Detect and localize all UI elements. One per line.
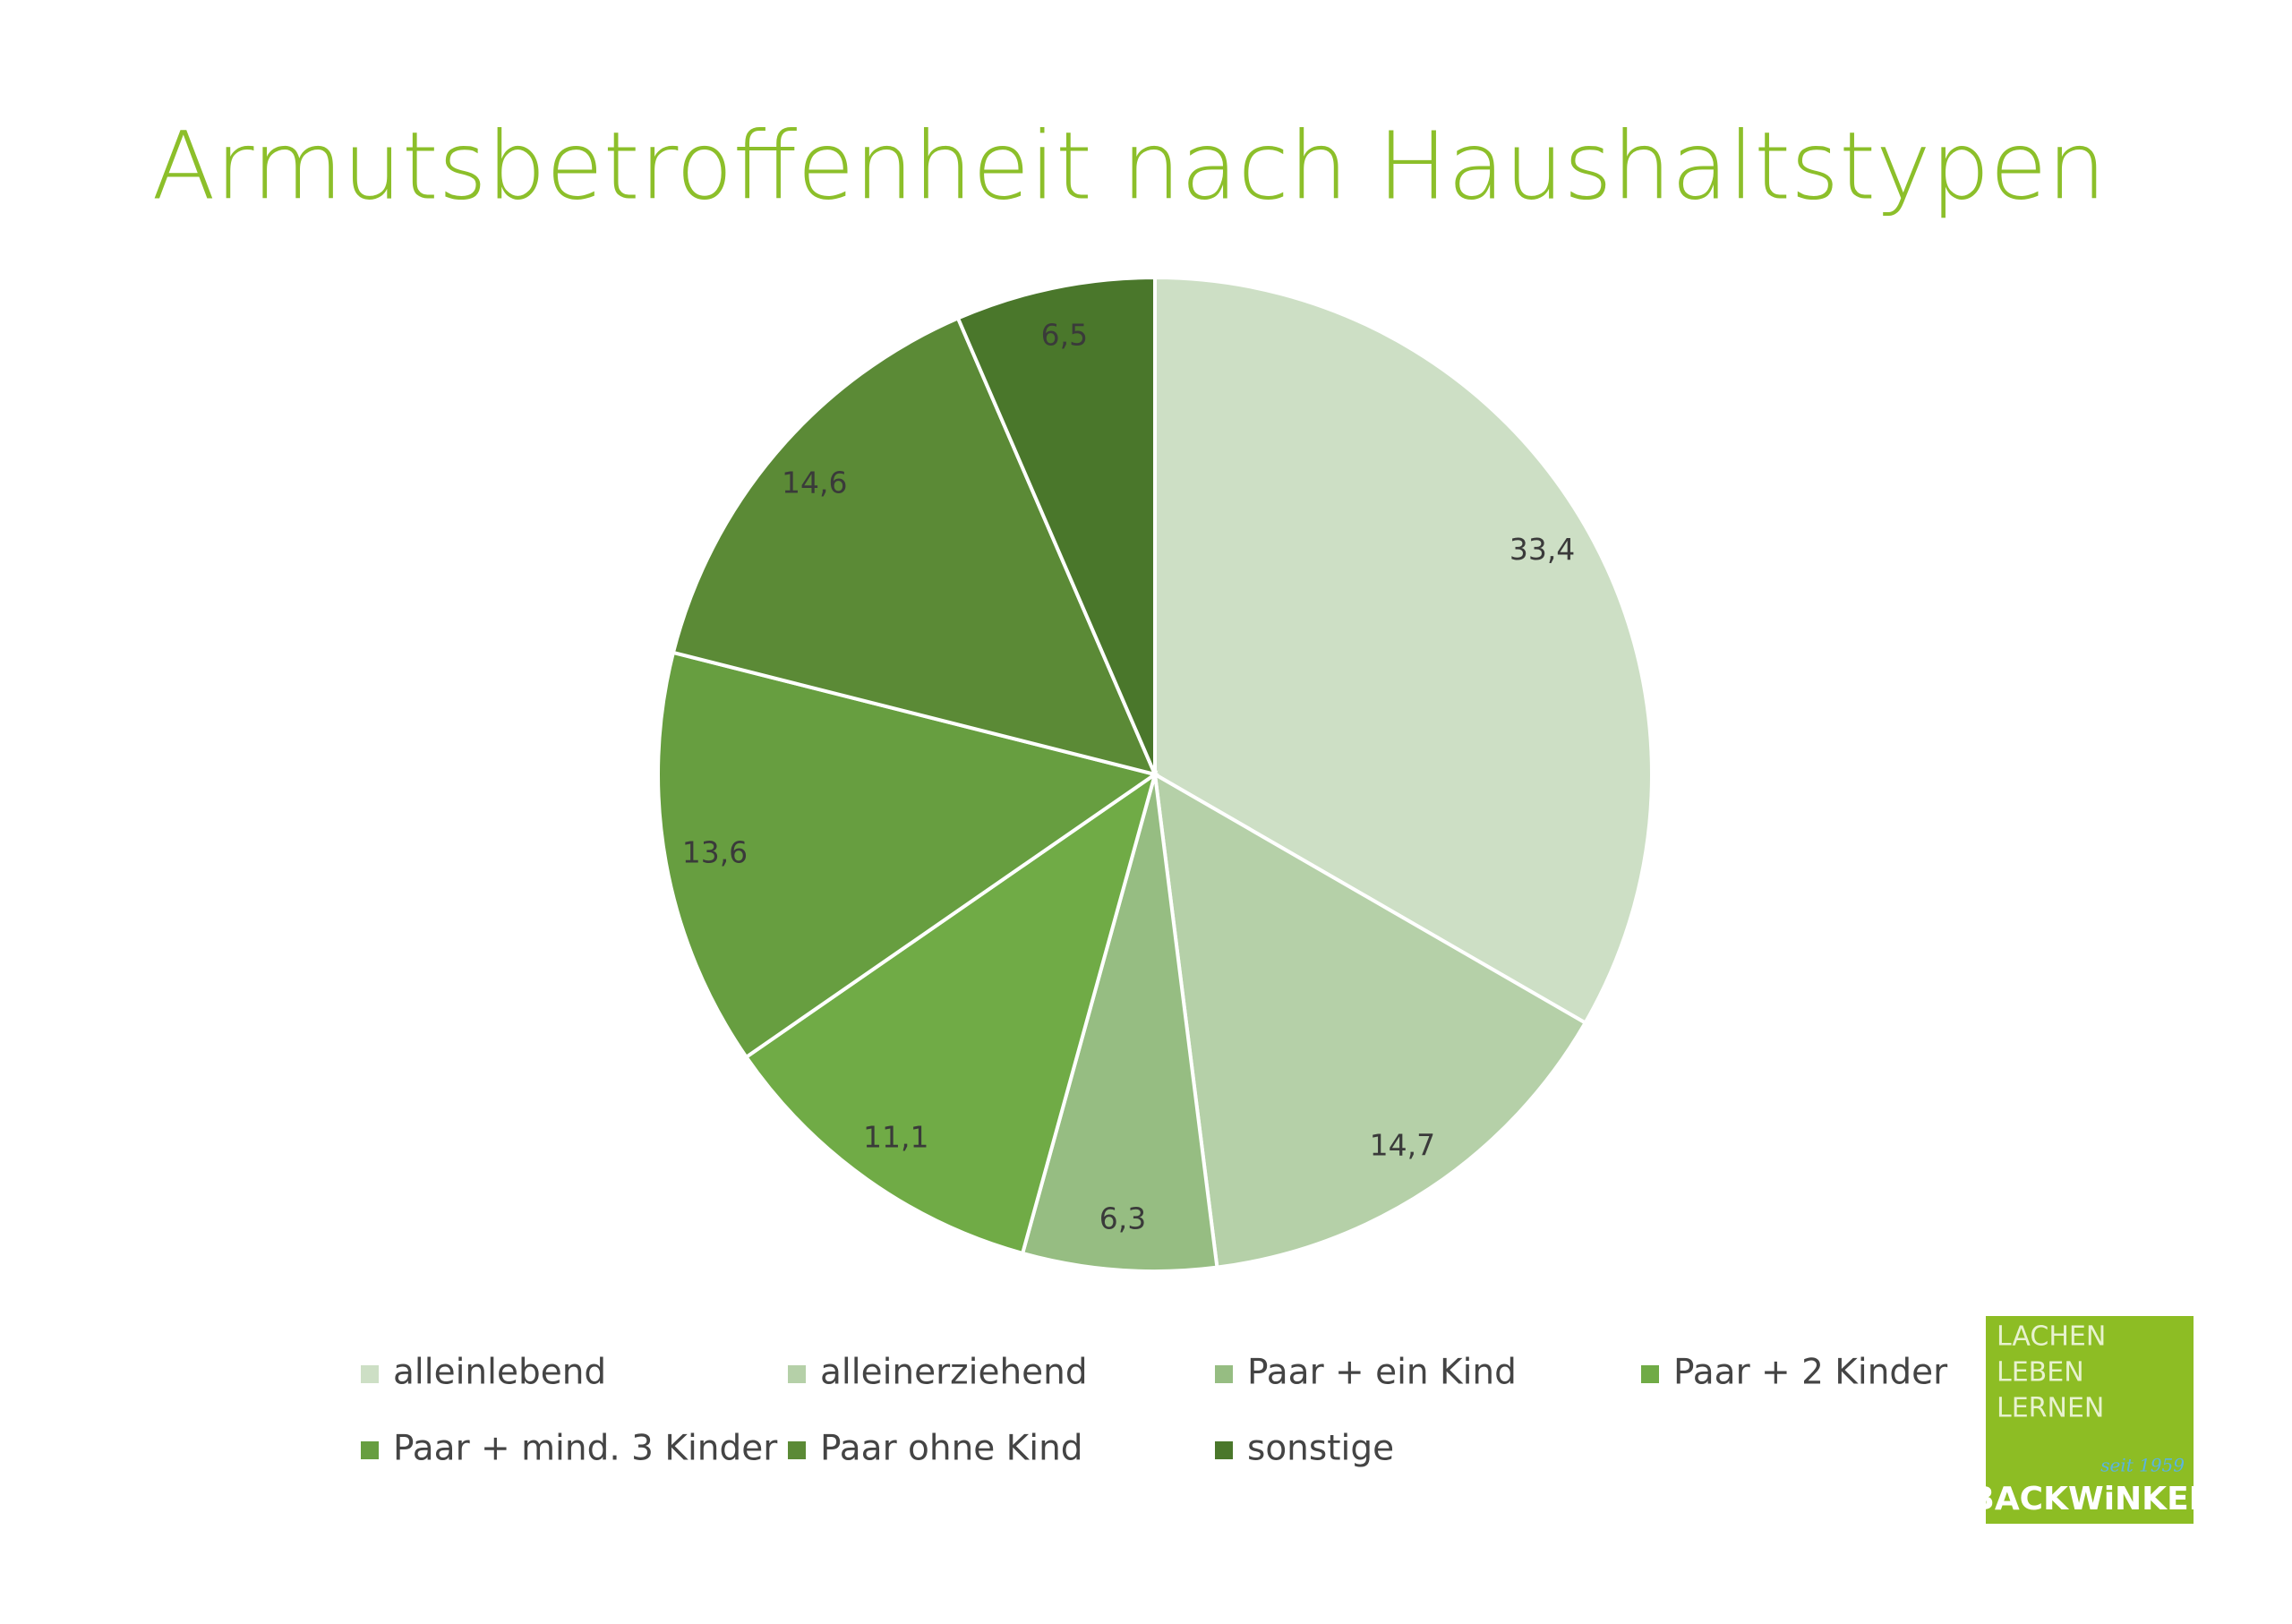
data-label: 11,1 (863, 1120, 928, 1155)
pie-slice (1153, 275, 1654, 1026)
legend-label: Paar + 2 Kinder (1673, 1353, 1948, 1393)
logo: LACHEN LEBEN LERNEN seit 1959 BACKWiNKEL (1970, 1316, 2210, 1524)
legend-label: Paar ohne Kind (820, 1429, 1083, 1469)
logo-box (1986, 1316, 2194, 1524)
logo-line: LEBEN (1997, 1357, 2084, 1389)
logo-line: LERNEN (1997, 1393, 2104, 1424)
pie-slice (743, 770, 1159, 1256)
data-label: 14,6 (782, 466, 847, 500)
logo-brand: BACKWiNKEL (1970, 1481, 2209, 1517)
legend-label: alleinerziehend (820, 1353, 1088, 1393)
legend-swatch (1641, 1365, 1659, 1383)
legend-swatch (788, 1365, 806, 1383)
data-label: 13,6 (682, 834, 748, 869)
legend-swatch (361, 1365, 379, 1383)
legend-swatch (1215, 1365, 1233, 1383)
legend-swatch (1215, 1441, 1233, 1459)
data-label: 33,4 (1509, 532, 1575, 567)
legend-swatch (361, 1441, 379, 1459)
legend-label: Paar + mind. 3 Kinder (393, 1429, 778, 1469)
data-label: 14,7 (1370, 1128, 1435, 1163)
pie-slice (671, 315, 1159, 777)
legend-label: sonstige (1247, 1429, 1394, 1469)
logo-since: seit 1959 (2100, 1455, 2185, 1476)
logo-line: LACHEN (1997, 1321, 2106, 1353)
data-label: 6,5 (1041, 317, 1088, 352)
pie-slice (955, 275, 1157, 775)
legend-swatch (788, 1441, 806, 1459)
pie-slice (1152, 771, 1588, 1269)
pie-slice (1020, 774, 1219, 1273)
legend-label: alleinlebend (393, 1353, 606, 1393)
pie-slice (656, 650, 1159, 1060)
chart-title: Armutsbetroffenheit nach Haushaltstypen (152, 111, 2107, 220)
legend-label: Paar + ein Kind (1247, 1353, 1517, 1393)
data-label: 6,3 (1099, 1201, 1146, 1236)
